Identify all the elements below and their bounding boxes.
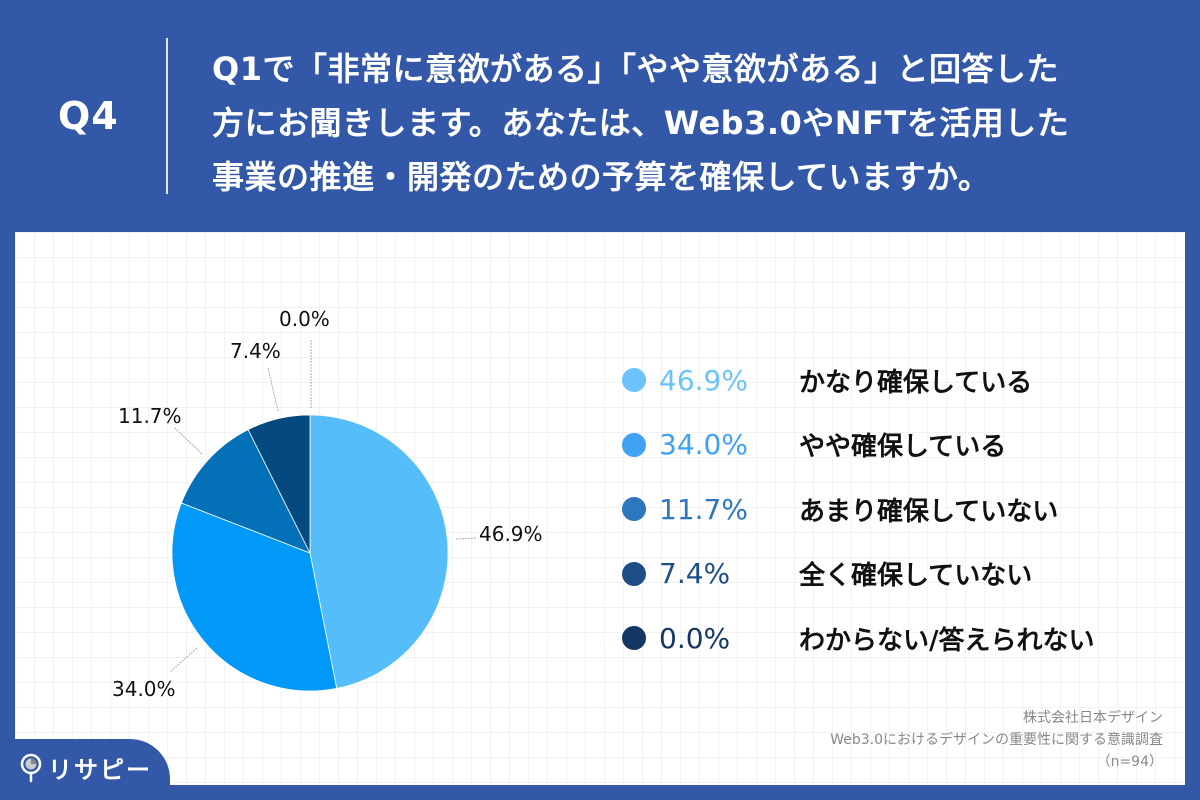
legend-label: かなり確保している <box>799 367 1033 398</box>
pie-label-11-7: 11.7% <box>118 404 182 428</box>
legend-label: あまり確保していない <box>799 496 1059 527</box>
legend-label: やや確保している <box>799 432 1007 462</box>
legend-item: 46.9% かなり確保している <box>622 360 1095 400</box>
chart-legend: 46.9% かなり確保している 34.0% やや確保している 11.7% あまり… <box>622 360 1095 683</box>
legend-dot-icon <box>622 497 646 521</box>
legend-percent: 46.9% <box>659 363 748 397</box>
legend-dot-icon <box>622 432 646 457</box>
question-line: 方にお聞きします。あなたは、Web3.0やNFTを活用した <box>212 104 1070 142</box>
pie-label-0-0: 0.0% <box>279 307 330 331</box>
pie-slice-1 <box>309 414 449 689</box>
chart-panel: 46.9% 34.0% 11.7% 7.4% 0.0% 46.9% かなり確保し… <box>15 232 1185 785</box>
header-divider <box>166 38 168 194</box>
pie-label-7-4: 7.4% <box>230 339 281 363</box>
question-line: 事業の推進・開発のための予算を確保していますか。 <box>212 158 991 196</box>
question-text: Q1で「非常に意欲がある」「やや意欲がある」と回答した 方にお聞きします。あなた… <box>212 42 1172 204</box>
legend-item: 0.0% わからない/答えられない <box>622 618 1095 658</box>
legend-label: わからない/答えられない <box>799 625 1095 656</box>
legend-percent: 7.4% <box>659 557 731 590</box>
question-number: Q4 <box>58 94 119 138</box>
legend-percent: 34.0% <box>659 428 748 461</box>
pie-label-34-0: 34.0% <box>112 677 176 701</box>
pie-slice-3 <box>180 429 311 554</box>
brand-logo: リサピー <box>20 750 152 785</box>
question-line: Q1で「非常に意欲がある」「やや意欲がある」と回答した <box>212 50 1059 88</box>
legend-dot-icon <box>622 626 646 650</box>
pie-label-46-9: 46.9% <box>479 522 543 546</box>
legend-percent: 11.7% <box>659 492 748 526</box>
pin-chart-icon <box>20 753 42 782</box>
source-company: 株式会社日本デザイン <box>1023 710 1163 726</box>
pie-chart <box>169 340 477 692</box>
source-note: 株式会社日本デザイン Web3.0におけるデザインの重要性に関する意識調査 （n… <box>830 707 1163 773</box>
legend-item: 7.4% 全く確保していない <box>622 554 1095 594</box>
source-survey: Web3.0におけるデザインの重要性に関する意識調査 <box>830 732 1163 748</box>
pie-slice-4 <box>247 414 311 554</box>
legend-dot-icon <box>622 368 646 392</box>
legend-percent: 0.0% <box>659 621 731 655</box>
pie-slice-2 <box>171 502 338 692</box>
legend-item: 11.7% あまり確保していない <box>622 489 1095 529</box>
question-header: Q4 Q1で「非常に意欲がある」「やや意欲がある」と回答した 方にお聞きします。… <box>0 0 1200 232</box>
leader-lines <box>169 340 477 673</box>
logo-text: リサピー <box>48 756 152 784</box>
legend-label: 全く確保していない <box>799 561 1033 591</box>
logo-tab <box>15 739 170 800</box>
legend-item: 34.0% やや確保している <box>622 425 1095 465</box>
legend-dot-icon <box>622 561 646 586</box>
source-sample-size: （n=94） <box>1096 754 1163 770</box>
